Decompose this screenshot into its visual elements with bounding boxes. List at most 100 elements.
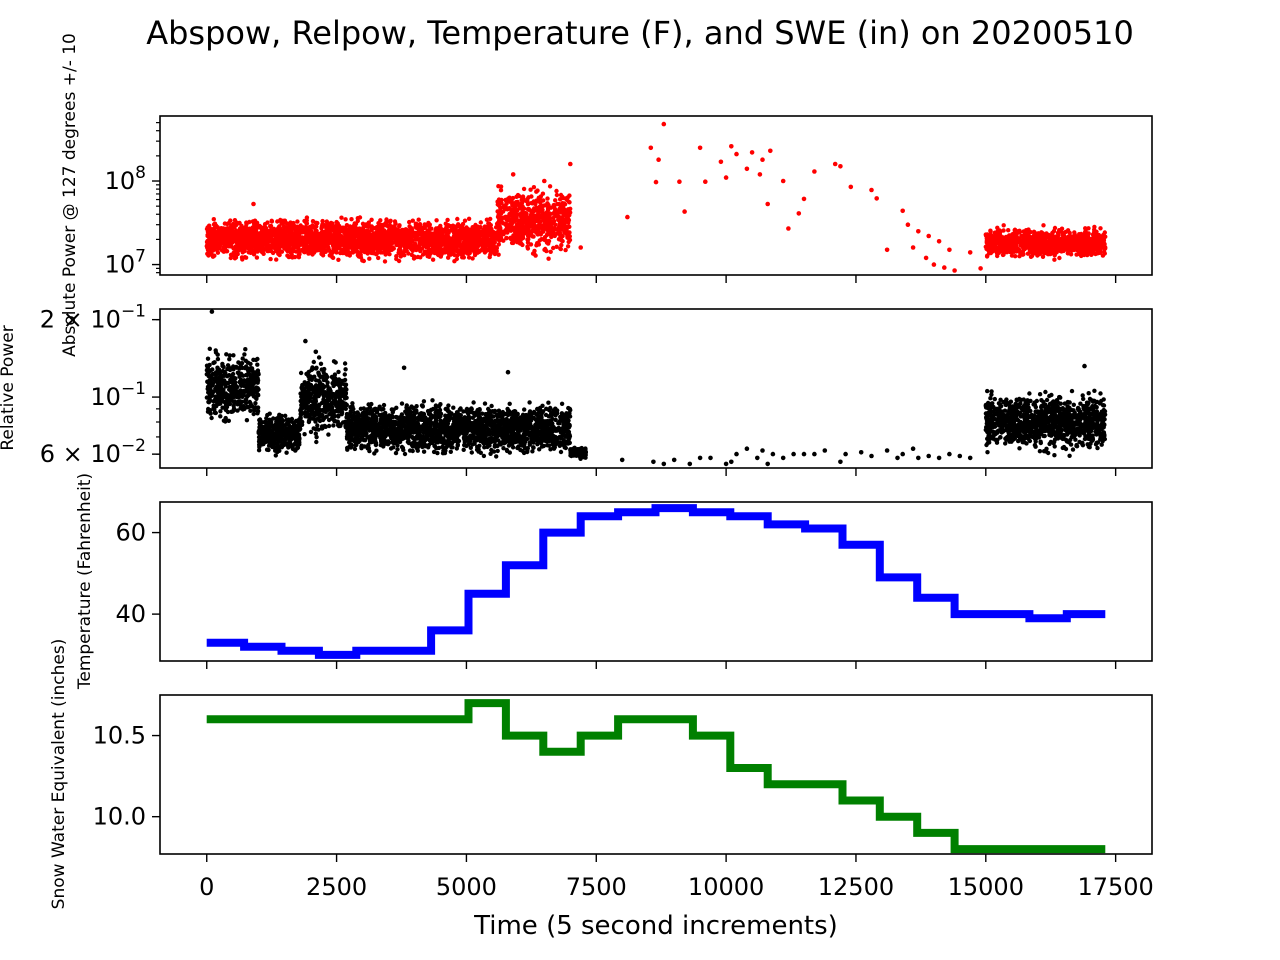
data-point bbox=[360, 221, 366, 226]
data-point bbox=[255, 356, 260, 362]
data-point bbox=[519, 225, 524, 230]
data-point bbox=[1086, 226, 1091, 231]
data-point bbox=[453, 244, 458, 249]
data-point bbox=[516, 230, 521, 236]
data-point bbox=[1088, 246, 1093, 251]
data-point bbox=[292, 223, 297, 229]
data-point bbox=[985, 246, 990, 251]
data-point bbox=[497, 223, 502, 229]
data-point bbox=[1052, 240, 1057, 245]
data-point bbox=[294, 249, 299, 254]
data-point bbox=[996, 249, 1001, 254]
data-point bbox=[227, 232, 232, 238]
data-point bbox=[869, 187, 874, 193]
data-point bbox=[371, 251, 376, 256]
data-point bbox=[218, 401, 223, 406]
data-point bbox=[378, 218, 383, 223]
data-point bbox=[507, 199, 512, 204]
data-point bbox=[1098, 226, 1103, 231]
data-point bbox=[952, 268, 957, 273]
data-point bbox=[1006, 228, 1011, 233]
data-point bbox=[443, 240, 449, 245]
data-point bbox=[302, 250, 307, 255]
data-point bbox=[248, 383, 253, 388]
data-point bbox=[362, 233, 367, 238]
data-point bbox=[1084, 250, 1089, 255]
data-point bbox=[532, 251, 537, 256]
data-point bbox=[220, 405, 225, 410]
data-point bbox=[404, 232, 409, 237]
data-point bbox=[496, 252, 501, 257]
data-point bbox=[564, 210, 570, 215]
data-point bbox=[238, 372, 243, 378]
data-point bbox=[554, 188, 559, 194]
data-point bbox=[565, 244, 571, 249]
data-point bbox=[562, 230, 567, 235]
data-point bbox=[463, 231, 468, 236]
data-point bbox=[515, 222, 520, 227]
data-point bbox=[218, 391, 224, 396]
data-point bbox=[549, 229, 554, 234]
data-point bbox=[517, 236, 522, 241]
data-point bbox=[1026, 230, 1032, 235]
data-point bbox=[1001, 228, 1006, 233]
data-point bbox=[206, 226, 211, 231]
data-point bbox=[988, 229, 993, 234]
data-point bbox=[452, 252, 457, 258]
data-point bbox=[531, 185, 537, 190]
data-point bbox=[288, 227, 293, 232]
data-point bbox=[222, 221, 228, 226]
data-point bbox=[566, 224, 572, 229]
data-point bbox=[215, 356, 221, 362]
data-point bbox=[241, 226, 247, 231]
data-point bbox=[320, 253, 326, 258]
data-point bbox=[367, 256, 372, 261]
data-point bbox=[339, 215, 344, 220]
data-point bbox=[389, 224, 394, 229]
data-point bbox=[286, 242, 292, 247]
data-point bbox=[552, 233, 557, 239]
data-point bbox=[509, 240, 515, 246]
data-point bbox=[504, 235, 509, 241]
data-point bbox=[558, 246, 563, 252]
data-point bbox=[926, 233, 931, 239]
data-point bbox=[230, 383, 236, 389]
data-point bbox=[425, 254, 430, 259]
data-point bbox=[544, 248, 549, 254]
data-point bbox=[244, 221, 249, 227]
data-point bbox=[258, 239, 264, 245]
data-point bbox=[1045, 235, 1050, 240]
data-point bbox=[832, 161, 838, 167]
data-point bbox=[268, 256, 273, 262]
data-point bbox=[390, 236, 395, 242]
data-point bbox=[418, 225, 424, 230]
data-point bbox=[337, 245, 342, 251]
data-point bbox=[319, 247, 324, 252]
data-point bbox=[1020, 242, 1025, 247]
data-point bbox=[478, 220, 483, 225]
data-point bbox=[226, 221, 231, 226]
data-point bbox=[316, 243, 321, 248]
data-point bbox=[1001, 247, 1006, 252]
data-point bbox=[221, 239, 226, 245]
data-point bbox=[422, 237, 428, 242]
data-point bbox=[995, 253, 1000, 259]
data-point bbox=[1092, 240, 1097, 245]
data-point bbox=[697, 145, 703, 151]
data-point bbox=[1037, 239, 1042, 244]
data-point bbox=[261, 230, 266, 235]
data-point bbox=[376, 255, 381, 261]
data-point bbox=[1057, 255, 1062, 261]
data-point bbox=[1052, 225, 1058, 231]
data-point bbox=[251, 411, 256, 417]
data-point bbox=[224, 249, 230, 254]
data-point bbox=[498, 188, 504, 193]
data-point bbox=[967, 250, 973, 255]
data-point bbox=[559, 242, 564, 248]
data-point bbox=[243, 347, 248, 352]
data-point bbox=[460, 253, 465, 258]
data-point bbox=[353, 234, 358, 239]
data-point bbox=[905, 222, 911, 227]
data-point bbox=[518, 202, 523, 207]
data-point bbox=[496, 242, 501, 247]
